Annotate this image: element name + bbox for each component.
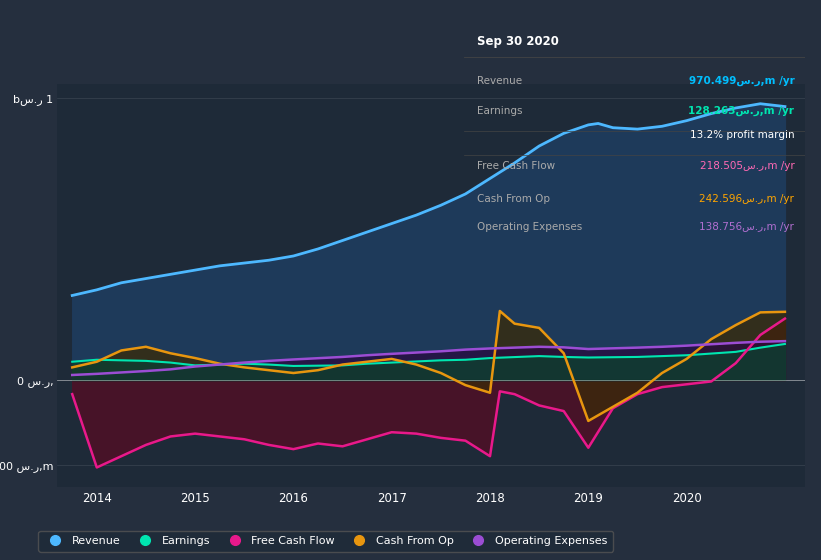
Text: Earnings: Earnings: [478, 106, 523, 116]
Text: Revenue: Revenue: [478, 76, 523, 86]
Text: Operating Expenses: Operating Expenses: [478, 222, 583, 232]
Legend: Revenue, Earnings, Free Cash Flow, Cash From Op, Operating Expenses: Revenue, Earnings, Free Cash Flow, Cash …: [39, 530, 612, 552]
Text: 13.2% profit margin: 13.2% profit margin: [690, 130, 795, 141]
Text: 218.505س.ر,m /yr: 218.505س.ر,m /yr: [699, 161, 795, 171]
Text: Cash From Op: Cash From Op: [478, 194, 551, 204]
Text: Sep 30 2020: Sep 30 2020: [478, 35, 559, 48]
Text: Free Cash Flow: Free Cash Flow: [478, 161, 556, 171]
Text: 970.499س.ر,m /yr: 970.499س.ر,m /yr: [689, 76, 795, 86]
Text: 138.756س.ر,m /yr: 138.756س.ر,m /yr: [699, 222, 795, 232]
Text: 128.263س.ر,m /yr: 128.263س.ر,m /yr: [689, 106, 795, 116]
Text: 242.596س.ر,m /yr: 242.596س.ر,m /yr: [699, 194, 795, 204]
